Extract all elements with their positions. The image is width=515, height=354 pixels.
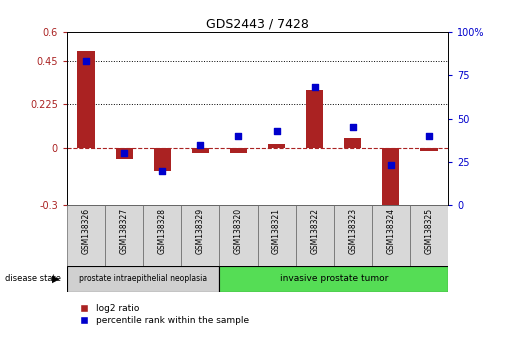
Title: GDS2443 / 7428: GDS2443 / 7428 [206, 18, 309, 31]
Bar [410, 205, 448, 266]
Point [158, 168, 166, 173]
Point [196, 142, 204, 147]
Text: GSM138326: GSM138326 [81, 208, 91, 255]
Point [82, 58, 90, 64]
Text: prostate intraepithelial neoplasia: prostate intraepithelial neoplasia [79, 274, 207, 283]
Bar [268, 144, 285, 148]
Bar [105, 205, 143, 266]
Bar [192, 148, 209, 153]
Bar [306, 90, 323, 148]
Text: invasive prostate tumor: invasive prostate tumor [280, 274, 388, 283]
Bar [153, 148, 171, 171]
Text: GSM138322: GSM138322 [310, 208, 319, 254]
Text: ▶: ▶ [52, 274, 59, 284]
Bar [219, 266, 448, 292]
Bar [181, 205, 219, 266]
Point [272, 128, 281, 133]
Bar [372, 205, 410, 266]
Point [120, 150, 128, 156]
Point [234, 133, 243, 139]
Bar [258, 205, 296, 266]
Text: GSM138323: GSM138323 [348, 208, 357, 255]
Point [311, 85, 319, 90]
Legend: log2 ratio, percentile rank within the sample: log2 ratio, percentile rank within the s… [72, 300, 252, 329]
Bar [219, 205, 258, 266]
Text: GSM138329: GSM138329 [196, 208, 205, 255]
Text: GSM138325: GSM138325 [424, 208, 434, 255]
Point [387, 162, 395, 168]
Text: GSM138324: GSM138324 [386, 208, 396, 255]
Bar [143, 205, 181, 266]
Text: GSM138327: GSM138327 [119, 208, 129, 255]
Point [349, 125, 357, 130]
Text: GSM138321: GSM138321 [272, 208, 281, 254]
Text: GSM138328: GSM138328 [158, 208, 167, 254]
Bar [115, 148, 133, 159]
Bar [77, 51, 95, 148]
Bar [230, 148, 247, 153]
Text: GSM138320: GSM138320 [234, 208, 243, 255]
Text: disease state: disease state [5, 274, 61, 283]
Bar [334, 205, 372, 266]
Bar [67, 266, 219, 292]
Bar [67, 205, 105, 266]
Bar [420, 148, 438, 152]
Bar [382, 148, 400, 215]
Point [425, 133, 433, 139]
Bar [296, 205, 334, 266]
Bar [344, 138, 362, 148]
